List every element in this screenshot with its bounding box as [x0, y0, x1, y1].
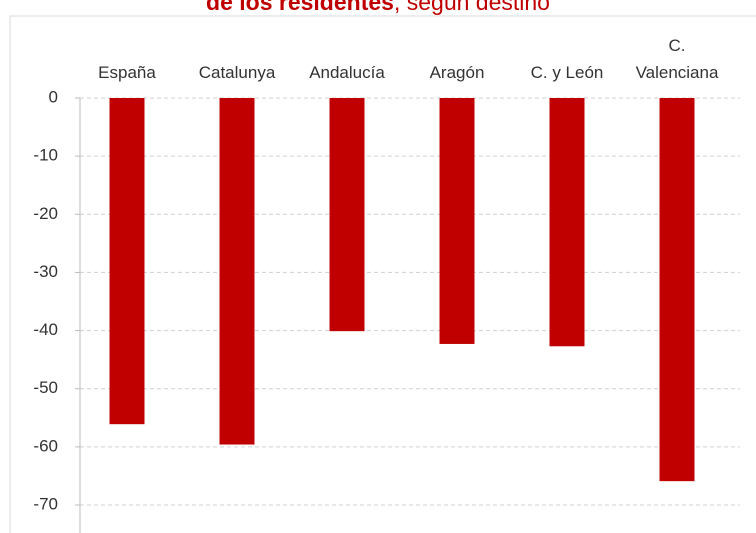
x-tick-label: C. y León: [530, 63, 604, 82]
y-tick-label: -30: [33, 262, 58, 281]
x-tick-label: Aragón: [429, 63, 485, 82]
y-tick-label: -40: [33, 320, 58, 339]
y-tick-label: -50: [33, 378, 58, 397]
bar: [109, 98, 145, 425]
x-tick-label: España: [98, 63, 156, 82]
x-tick-label: Andalucía: [309, 63, 385, 82]
chart-title: de los residentes, según destino: [206, 0, 550, 15]
y-tick-label: 0: [49, 87, 58, 106]
y-tick-label: -60: [33, 436, 58, 455]
bar: [219, 98, 255, 445]
bar: [659, 98, 695, 482]
x-tick-label: C. Valenciana: [635, 36, 719, 82]
bar: [549, 98, 585, 347]
bar: [439, 98, 475, 344]
bar: [329, 98, 365, 332]
title-bold: de los residentes: [206, 0, 394, 15]
chart-frame: [9, 15, 756, 533]
y-tick-label: -70: [33, 494, 58, 513]
y-tick-label: -10: [33, 146, 58, 165]
title-rest: , según destino: [394, 0, 550, 15]
x-tick-label: Catalunya: [198, 63, 276, 82]
y-tick-label: -20: [33, 204, 58, 223]
